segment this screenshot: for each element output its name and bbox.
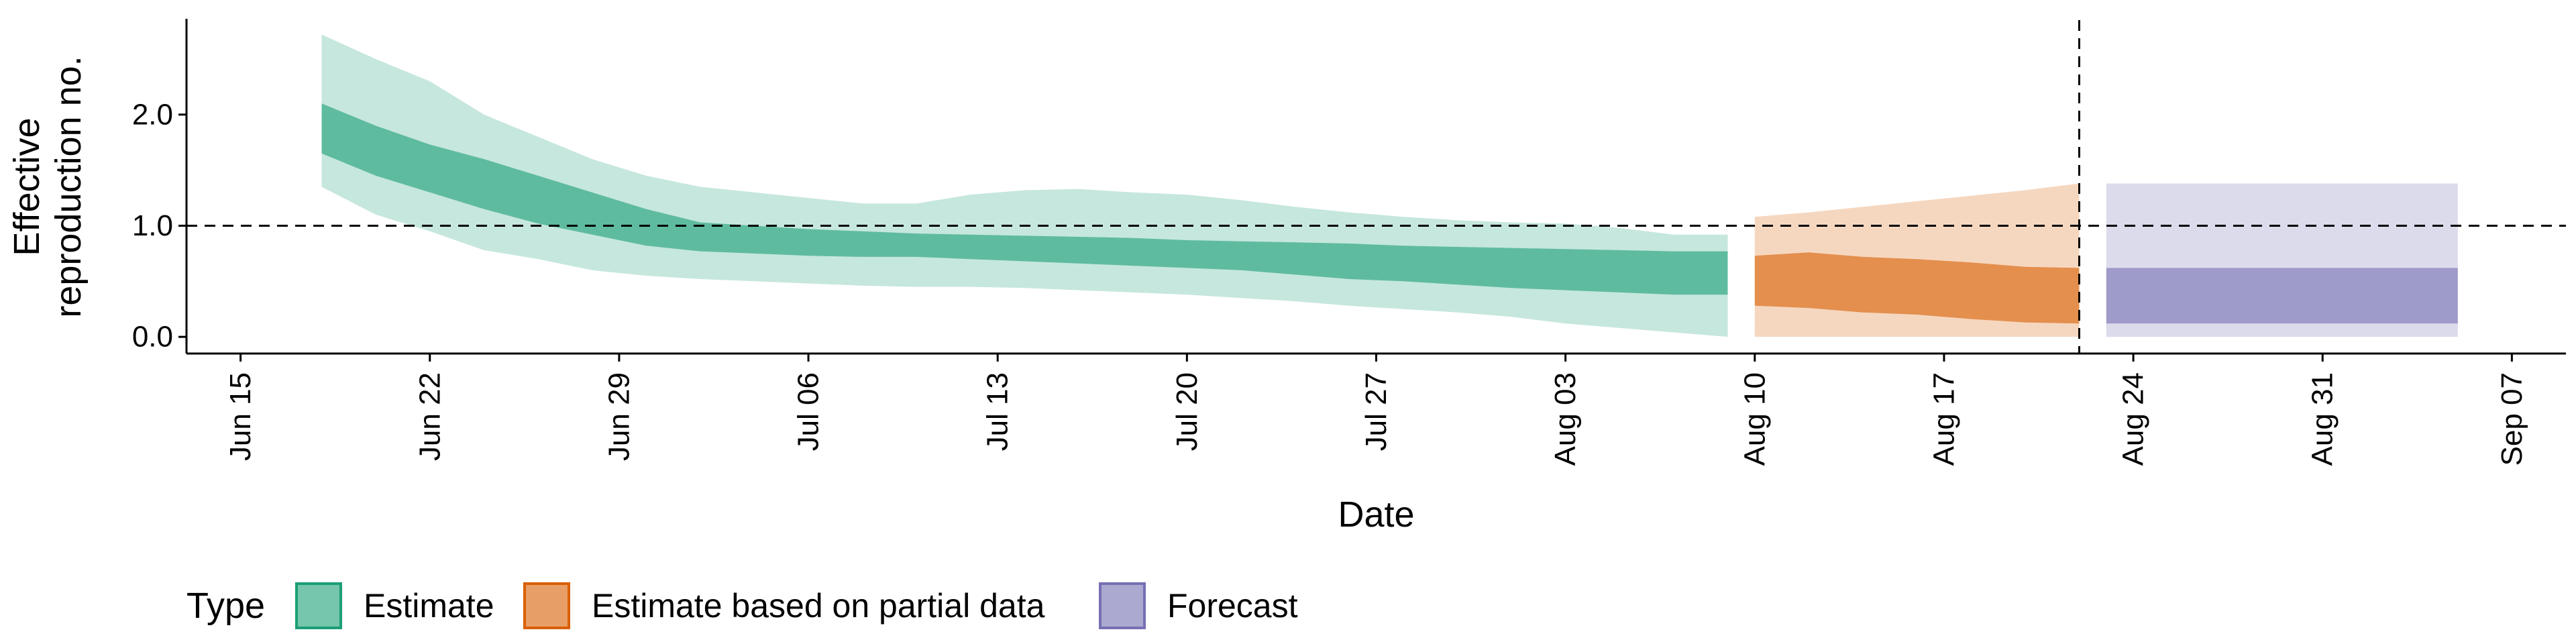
partial-inner-band (1754, 252, 2080, 324)
x-tick-label: Jul 06 (792, 372, 825, 451)
y-tick-label: 1.0 (132, 209, 173, 242)
x-tick-label: Sep 07 (2496, 372, 2528, 466)
forecast-inner-band (2106, 268, 2458, 324)
x-tick-label: Jul 20 (1171, 372, 1203, 451)
y-axis-title: Effectivereproduction no. (7, 56, 89, 317)
estimate-inner-band (321, 103, 1728, 295)
legend-swatch (523, 582, 570, 629)
x-axis-title: Date (1338, 494, 1414, 535)
x-tick-label: Jun 15 (224, 372, 257, 461)
x-tick-label: Aug 31 (2306, 372, 2339, 466)
legend-label: Estimate (364, 587, 494, 625)
y-axis-title-line: Effective (7, 117, 47, 256)
x-tick-label: Jul 27 (1360, 372, 1393, 451)
legend-swatch (295, 582, 342, 629)
axes: 0.0 1.0 2.0 Jun 15 Jun 22 Jun 29 Jul 06 Jul 13 J… (7, 19, 2566, 535)
x-tick-label: Aug 24 (2117, 372, 2150, 466)
reference-lines (186, 20, 2566, 354)
x-tick-label: Jun 29 (602, 372, 635, 461)
y-tick-label: 2.0 (132, 98, 173, 131)
x-tick-label: Jul 13 (981, 372, 1014, 451)
legend-swatch (1099, 582, 1146, 629)
x-tick-label: Aug 17 (1927, 372, 1960, 466)
legend-label: Forecast (1167, 587, 1298, 625)
x-tick-label: Aug 03 (1549, 372, 1582, 466)
legend: Type Estimate Estimate based on partial da… (186, 582, 1298, 629)
series-bands (321, 34, 2458, 337)
y-axis-title-line: reproduction no. (48, 56, 89, 317)
legend-title: Type (186, 586, 265, 626)
x-tick-label: Aug 10 (1738, 372, 1771, 466)
x-tick-label: Jun 22 (413, 372, 446, 461)
y-tick-label: 0.0 (132, 321, 173, 354)
legend-label: Estimate based on partial data (592, 587, 1045, 625)
